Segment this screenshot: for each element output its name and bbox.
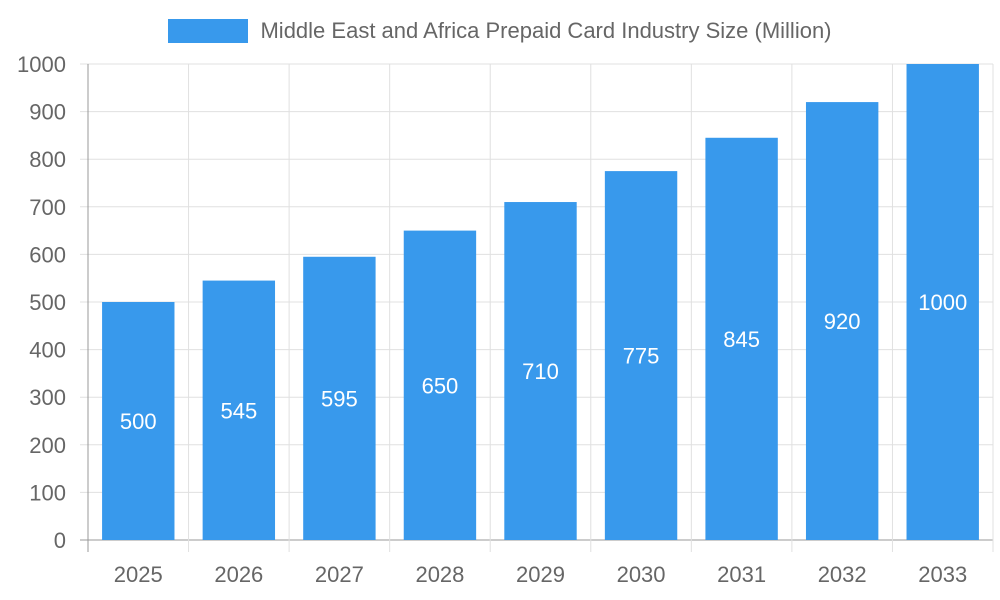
legend-swatch xyxy=(168,19,249,43)
y-tick-label: 600 xyxy=(29,242,66,267)
data-label: 775 xyxy=(623,344,660,369)
data-label: 710 xyxy=(522,359,559,384)
x-tick-label: 2025 xyxy=(114,562,163,587)
y-tick-label: 700 xyxy=(29,195,66,220)
data-label: 920 xyxy=(824,309,861,334)
data-label: 595 xyxy=(321,386,358,411)
bar xyxy=(403,230,477,540)
x-tick-label: 2028 xyxy=(415,562,464,587)
x-tick-label: 2029 xyxy=(516,562,565,587)
bar xyxy=(705,137,778,540)
x-tick-label: 2027 xyxy=(315,562,364,587)
y-tick-label: 0 xyxy=(54,528,66,553)
bar xyxy=(604,171,678,540)
bar xyxy=(805,102,879,540)
bar xyxy=(906,64,979,540)
y-tick-label: 1000 xyxy=(17,52,66,77)
x-tick-label: 2032 xyxy=(818,562,867,587)
data-label: 845 xyxy=(723,327,760,352)
bar xyxy=(303,256,376,540)
data-label: 545 xyxy=(220,398,257,423)
y-tick-label: 800 xyxy=(29,147,66,172)
y-tick-label: 900 xyxy=(29,100,66,125)
y-tick-label: 400 xyxy=(29,338,66,363)
y-tick-label: 300 xyxy=(29,385,66,410)
legend-label: Middle East and Africa Prepaid Card Indu… xyxy=(260,18,832,43)
bar xyxy=(504,202,577,541)
data-label: 1000 xyxy=(918,290,967,315)
data-label: 650 xyxy=(422,373,459,398)
y-tick-label: 500 xyxy=(29,290,66,315)
x-tick-label: 2033 xyxy=(918,562,967,587)
bar xyxy=(102,302,175,540)
legend: Middle East and Africa Prepaid Card Indu… xyxy=(0,18,1000,44)
y-tick-label: 100 xyxy=(29,480,66,505)
x-tick-label: 2026 xyxy=(214,562,263,587)
data-label: 500 xyxy=(120,409,157,434)
x-tick-label: 2030 xyxy=(617,562,666,587)
y-tick-label: 200 xyxy=(29,433,66,458)
bar xyxy=(202,280,276,540)
x-tick-label: 2031 xyxy=(717,562,766,587)
